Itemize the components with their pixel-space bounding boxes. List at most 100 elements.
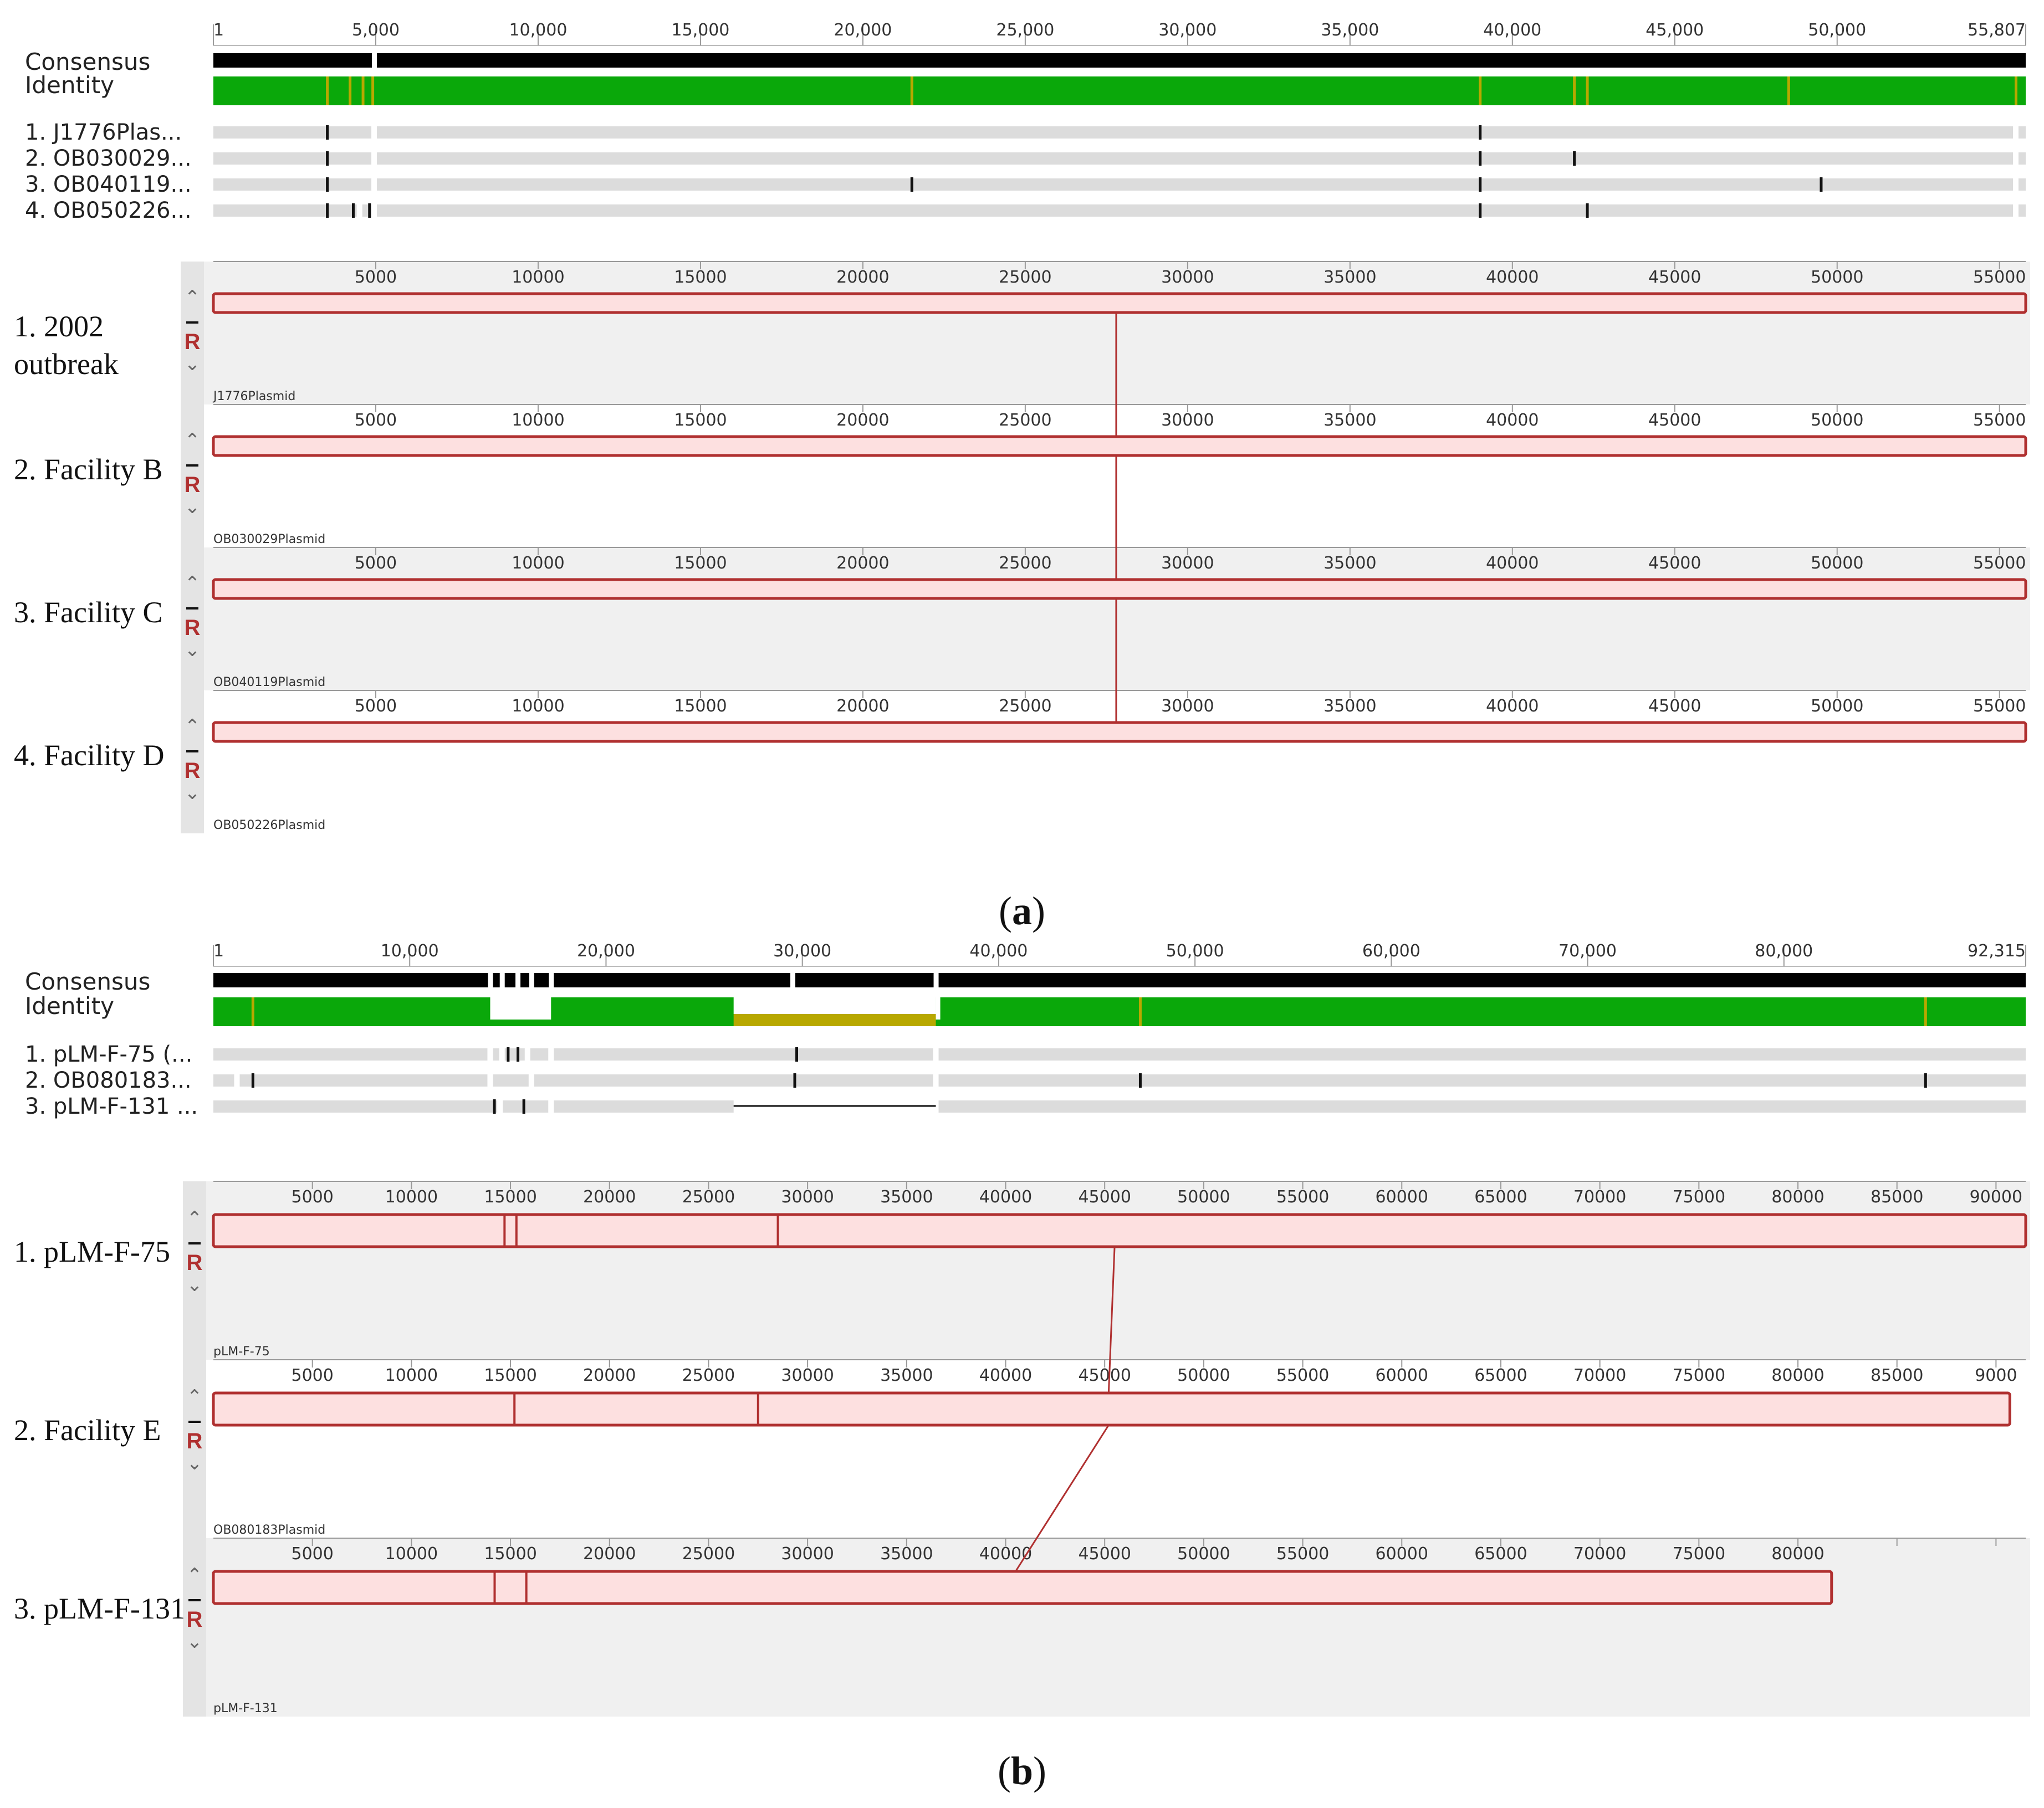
track-scale-label: 40000 [979,1544,1032,1564]
reverse-r-icon: R [185,473,201,497]
track-scale-label: 20000 [836,554,889,573]
track-scale-label: 50000 [1811,554,1863,573]
track-scale-label: 35000 [1324,696,1376,716]
identity-gap [490,997,551,1020]
track-background [181,404,2030,547]
track-scale-label: 20000 [583,1366,636,1385]
sequence-mark [507,1047,510,1062]
lcb-block [212,1391,2011,1427]
track-scale-label: 15000 [674,554,727,573]
track-label: 3. pLM-F-131 [14,1592,185,1625]
identity-low-blank [733,997,936,1014]
track-scale-label: 40000 [1486,554,1539,573]
chevron-up-icon: ⌃ [187,1386,203,1407]
ruler-tick-label: 1 [213,21,224,40]
lcb-link-line [1015,1425,1110,1572]
lcb-block [212,435,2027,457]
track-scale-label: 60000 [1376,1366,1428,1385]
track-background [181,547,2030,690]
track-scale-label: 10000 [512,268,564,287]
track-scale-label: 20000 [583,1544,636,1564]
track-label: 3. Facility C [14,596,163,629]
ruler-tick-label: 55,807 [1968,21,2026,40]
track-scale-label: 10000 [512,554,564,573]
ruler-tick-label: 80,000 [1755,941,1813,961]
track-control-strip [183,1360,206,1538]
ruler-tick-label: 50,000 [1808,21,1866,40]
chevron-down-icon: ⌄ [187,1631,203,1652]
track-scale-label: 15000 [484,1544,536,1564]
track-background [181,262,2030,404]
ruler-tick-label: 10,000 [509,21,567,40]
ruler-tick-label: 70,000 [1558,941,1617,961]
track-scale-label: 10000 [385,1366,438,1385]
track-scale-label: 55000 [1973,411,2026,430]
track-background [183,1538,2030,1717]
track-scale-label: 10000 [512,696,564,716]
sequence-gap [2013,125,2019,140]
ruler-tick-label: 20,000 [834,21,892,40]
sequence-gap [499,1047,505,1062]
track-scale-label: 40000 [979,1187,1032,1207]
track-background [183,1360,2030,1538]
sequence-mark [910,177,913,192]
sequence-mark [793,1073,796,1088]
lcb-block [212,1213,2027,1248]
track-control-strip [181,404,204,547]
track-scale-label: 45000 [1078,1544,1131,1564]
ruler-tick-label: 50,000 [1166,941,1224,961]
identity-mark [1138,997,1142,1026]
consensus-gap [790,972,795,988]
track-scale-label: 55000 [1276,1544,1329,1564]
chevron-down-icon: ⌄ [185,639,201,660]
reverse-r-icon: R [187,1429,203,1453]
sequence-gap [528,1073,534,1088]
track-scale-label: 25000 [999,554,1051,573]
track-control-strip [183,1181,206,1360]
track-scale-label: 15000 [484,1366,536,1385]
identity-mark [361,76,365,105]
reverse-r-icon: R [185,616,201,640]
identity-mark [910,76,913,105]
track-scale-label: 55000 [1973,268,2026,287]
sequence-gap [371,125,377,140]
track-scale-label: 65000 [1474,1544,1527,1564]
sequence-mark [326,203,329,218]
identity-label: Identity [25,992,114,1020]
consensus-gap [933,972,939,988]
reverse-r-icon: R [187,1607,203,1632]
identity-mark [371,76,375,105]
sequence-gap [933,1073,939,1088]
caption-b-letter: b [1011,1749,1033,1793]
lcb-block [212,292,2027,314]
track-scale-label: 5000 [355,411,397,430]
track-scale-label: 65000 [1474,1366,1527,1385]
sequence-bar [213,204,2026,217]
sequence-mark [1924,1073,1927,1088]
reverse-r-icon: R [185,330,201,354]
sequence-gap [371,151,377,166]
track-background [183,1181,2030,1360]
lcb-block [212,578,2027,600]
track-scale-label: 5000 [292,1187,334,1207]
track-sequence-name: OB040119Plasmid [213,675,325,689]
track-scale-label: 25000 [999,411,1051,430]
sequence-gap [497,1099,503,1114]
sequence-label: 2. OB080183... [25,1068,192,1093]
reverse-r-icon: R [185,759,201,783]
sequence-mark [795,1047,799,1062]
chevron-down-icon: ⌄ [185,496,201,518]
track-scale-label: 75000 [1673,1544,1725,1564]
ruler-tick-label: 92,315 [1968,941,2026,961]
sequence-bar [213,1074,2026,1087]
track-scale-label: 85000 [1871,1187,1923,1207]
sequence-mark [517,1047,520,1062]
track-scale-label: 5000 [292,1544,334,1564]
chevron-down-icon: ⌄ [187,1453,203,1474]
sequence-gap [487,1073,493,1088]
sequence-mark [326,177,329,192]
track-scale-label: 25000 [682,1544,735,1564]
identity-mark [1479,76,1482,105]
sequence-gap [548,1099,554,1114]
track-scale-label: 25000 [682,1366,735,1385]
